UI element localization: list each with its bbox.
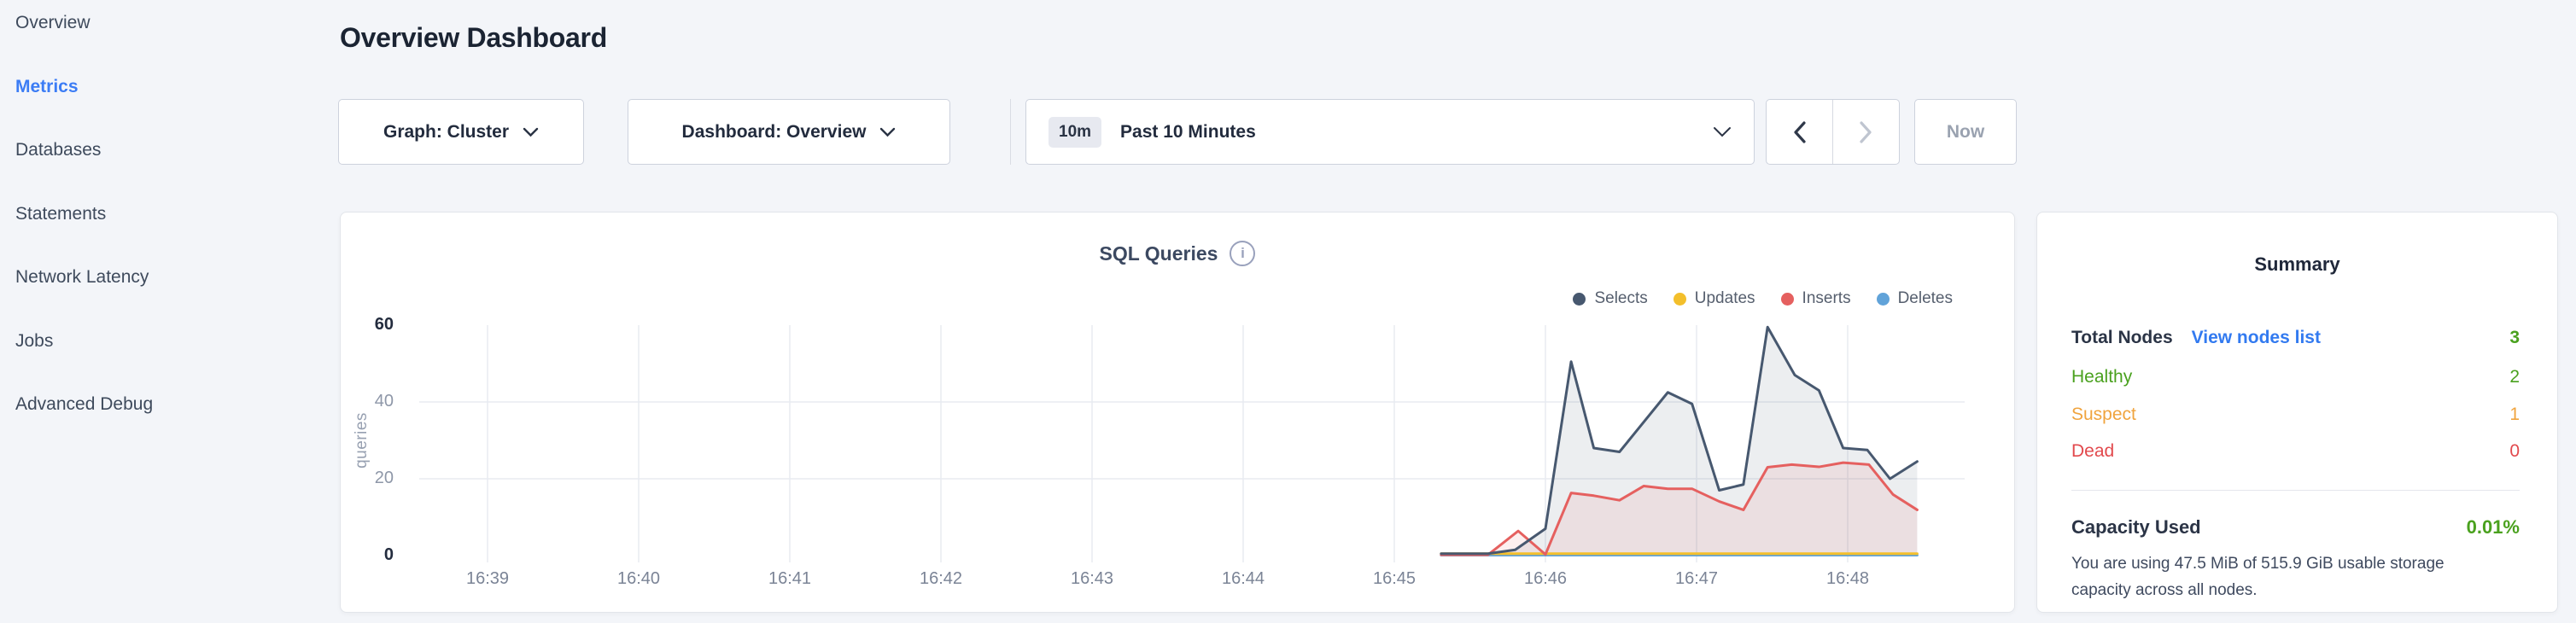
chevron-down-icon (523, 127, 539, 137)
sidebar-item-jobs[interactable]: Jobs (15, 331, 54, 351)
legend-label: Selects (1594, 289, 1648, 307)
view-nodes-list-link[interactable]: View nodes list (2191, 328, 2321, 347)
y-tick-label: 20 (374, 469, 394, 487)
summary-divider (2071, 490, 2520, 491)
sidebar: Overview Metrics Databases Statements Ne… (0, 0, 314, 623)
sidebar-item-databases[interactable]: Databases (15, 140, 102, 160)
healthy-nodes-row: Healthy 2 (2071, 367, 2520, 387)
legend-item-inserts: Inserts (1780, 289, 1851, 308)
sidebar-item-overview[interactable]: Overview (15, 13, 91, 32)
x-tick-label: 16:44 (1221, 569, 1265, 588)
legend-label: Deletes (1897, 289, 1953, 307)
dead-value: 0 (2509, 441, 2520, 461)
previous-window-button[interactable] (1767, 100, 1833, 164)
chart-title: SQL Queries (1099, 242, 1218, 265)
suspect-label: Suspect (2071, 405, 2136, 424)
capacity-used-label: Capacity Used (2071, 516, 2201, 538)
graph-scope-dropdown-label: Graph: Cluster (383, 121, 510, 142)
x-tick-label: 16:45 (1372, 569, 1417, 588)
dead-label: Dead (2071, 441, 2115, 461)
x-tick-label: 16:39 (465, 569, 510, 588)
dashboard-dropdown[interactable]: Dashboard: Overview (628, 99, 950, 165)
x-tick-label: 16:42 (919, 569, 963, 588)
controls-divider (1010, 99, 1011, 165)
chevron-down-icon (879, 127, 896, 137)
legend-label: Inserts (1802, 289, 1851, 307)
dashboard-dropdown-label: Dashboard: Overview (681, 121, 867, 142)
sql-queries-chart-card: SQL Queries i Selects Updates Inserts (340, 212, 2015, 613)
capacity-used-row: Capacity Used 0.01% (2071, 516, 2520, 539)
y-tick-label: 40 (374, 392, 394, 410)
x-tick-label: 16:40 (616, 569, 661, 588)
now-button[interactable]: Now (1914, 99, 2017, 165)
time-window-pager (1766, 99, 1900, 165)
y-tick-label: 60 (374, 315, 394, 334)
inserts-dot-icon (1780, 292, 1794, 306)
y-axis-title: queries (353, 412, 371, 469)
selects-dot-icon (1573, 292, 1586, 306)
total-nodes-label: Total Nodes (2071, 328, 2173, 347)
chart-title-row: SQL Queries i (341, 241, 2014, 266)
dead-nodes-row: Dead 0 (2071, 441, 2520, 462)
legend-label: Updates (1694, 289, 1755, 307)
total-nodes-value: 3 (2509, 328, 2520, 347)
summary-title: Summary (2254, 253, 2340, 275)
x-tick-label: 16:41 (768, 569, 812, 588)
chevron-down-icon (1713, 126, 1732, 137)
sql-queries-plot (419, 325, 1965, 562)
legend-item-deletes: Deletes (1876, 289, 1953, 308)
summary-panel: Summary Total Nodes View nodes list 3 He… (2036, 212, 2558, 613)
sidebar-item-advanced-debug[interactable]: Advanced Debug (15, 394, 154, 414)
deletes-dot-icon (1876, 292, 1890, 306)
y-tick-label: 0 (383, 545, 394, 564)
legend-item-selects: Selects (1573, 289, 1648, 308)
page-title: Overview Dashboard (340, 22, 607, 53)
x-tick-label: 16:48 (1825, 569, 1870, 588)
info-icon[interactable]: i (1230, 241, 1256, 266)
total-nodes-row: Total Nodes View nodes list 3 (2071, 328, 2520, 348)
sidebar-item-metrics[interactable]: Metrics (15, 77, 79, 96)
x-tick-label: 16:47 (1674, 569, 1719, 588)
healthy-value: 2 (2509, 367, 2520, 387)
time-range-badge: 10m (1049, 116, 1102, 148)
time-range-label: Past 10 Minutes (1120, 121, 1256, 142)
time-range-selector[interactable]: 10m Past 10 Minutes (1025, 99, 1755, 165)
next-window-button[interactable] (1833, 100, 1900, 164)
healthy-label: Healthy (2071, 367, 2133, 387)
legend-item-updates: Updates (1673, 289, 1755, 308)
sidebar-item-statements[interactable]: Statements (15, 204, 107, 224)
capacity-used-value: 0.01% (2466, 516, 2520, 538)
x-tick-label: 16:43 (1070, 569, 1114, 588)
now-button-label: Now (1946, 121, 1985, 142)
main-content: Overview Dashboard Graph: Cluster Dashbo… (314, 0, 2576, 623)
graph-scope-dropdown[interactable]: Graph: Cluster (338, 99, 584, 165)
sidebar-item-network-latency[interactable]: Network Latency (15, 267, 149, 287)
x-tick-label: 16:46 (1523, 569, 1568, 588)
suspect-nodes-row: Suspect 1 (2071, 405, 2520, 425)
chart-legend: Selects Updates Inserts Deletes (1573, 289, 1953, 308)
suspect-value: 1 (2509, 405, 2520, 424)
capacity-description: You are using 47.5 MiB of 515.9 GiB usab… (2071, 555, 2445, 599)
updates-dot-icon (1673, 292, 1686, 306)
